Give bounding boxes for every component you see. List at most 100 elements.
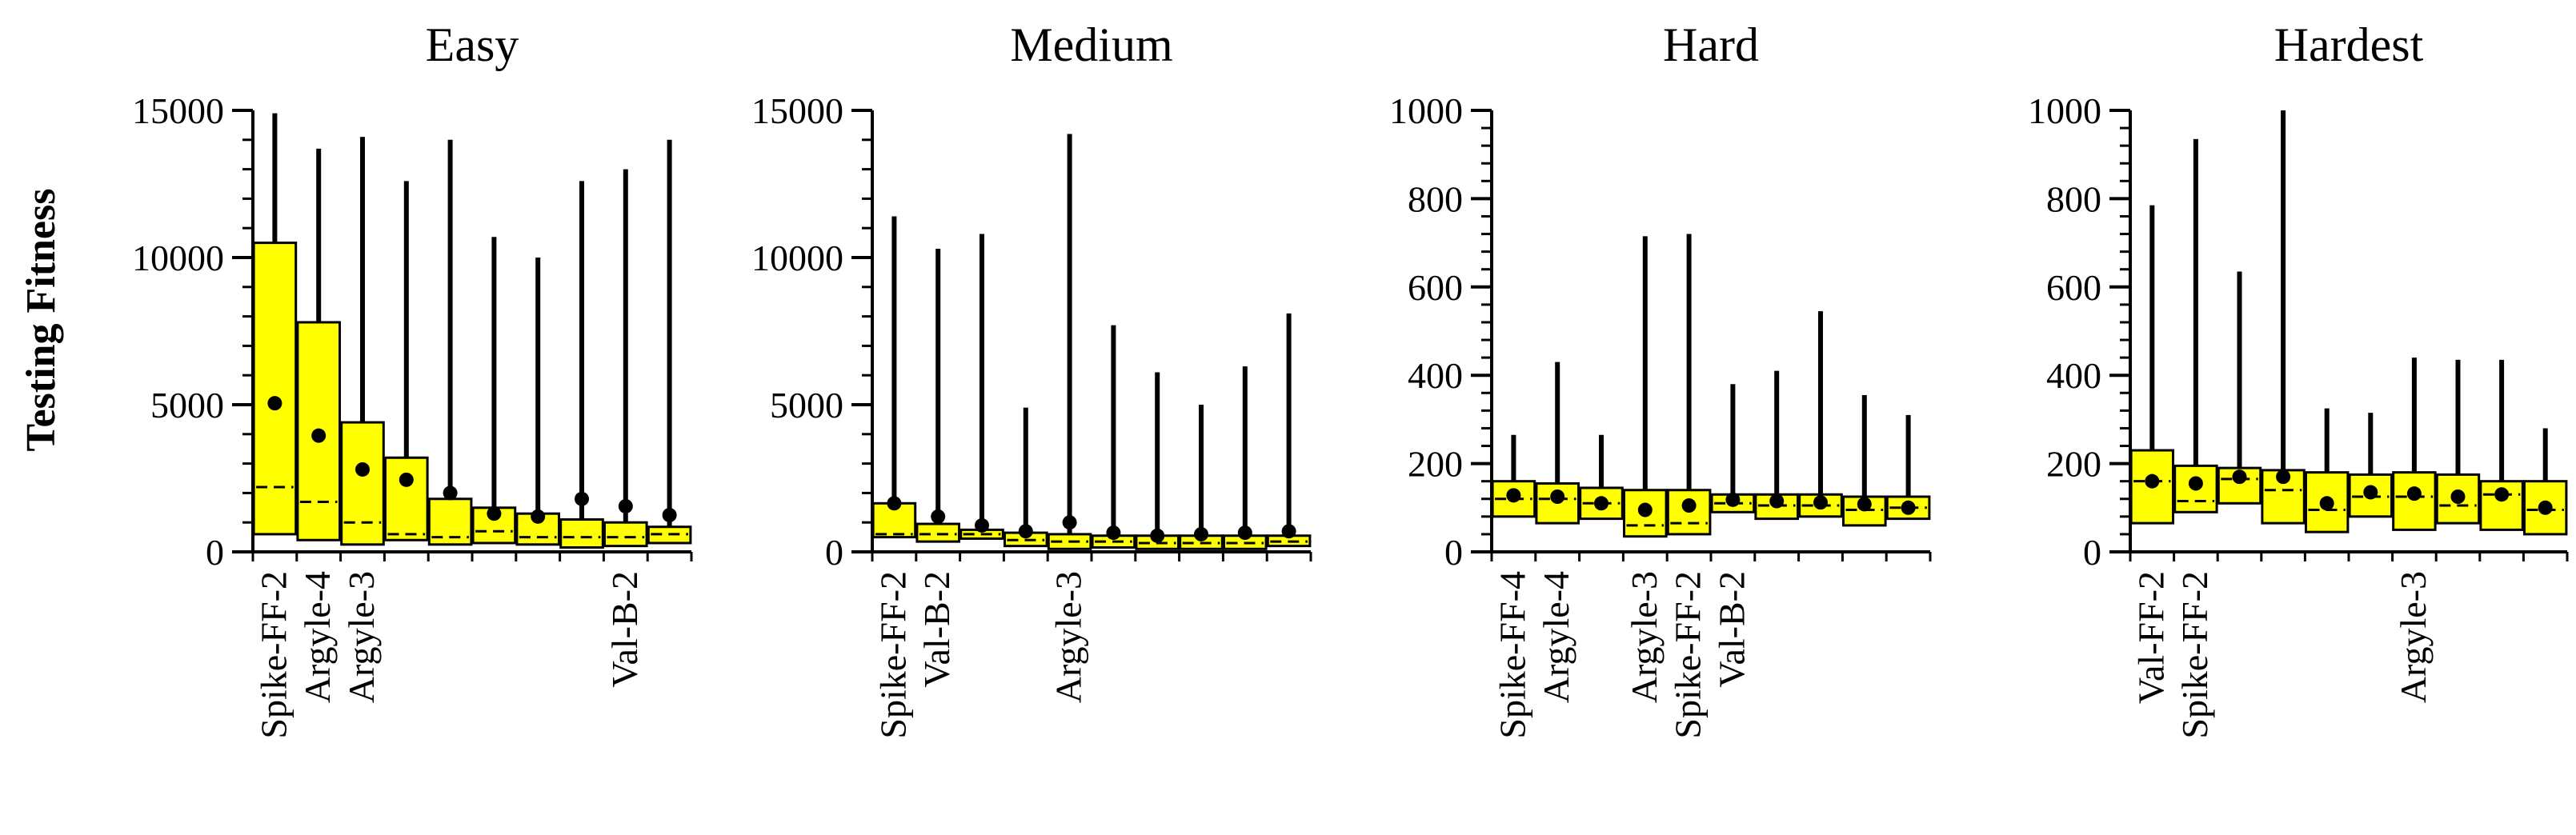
box-6 — [1091, 325, 1136, 549]
panel-medium: Medium 0 5000 10000 15000 Spike-FF-2 Val-B-2 Ar… — [751, 18, 1312, 739]
mean-point — [1857, 497, 1872, 512]
y-tick-label: 200 — [1408, 444, 1463, 485]
y-tick-label: 10000 — [751, 238, 843, 278]
mean-point — [618, 498, 633, 513]
mean-point — [1594, 496, 1608, 511]
box-3 — [959, 234, 1004, 540]
y-tick-label: 10000 — [132, 238, 224, 278]
mean-point — [2363, 485, 2378, 500]
box-5 — [1666, 234, 1712, 536]
y-tick-label: 15000 — [132, 90, 224, 131]
box-4 — [1003, 407, 1048, 548]
category-label: Argyle-3 — [341, 571, 382, 703]
mean-point — [575, 491, 589, 506]
mean-point — [2145, 473, 2160, 489]
y-tick-label: 1000 — [1389, 90, 1463, 131]
box-1 — [1491, 434, 1536, 518]
category-label: Val-B-2 — [916, 571, 957, 688]
box-5 — [427, 139, 473, 546]
box-6 — [1710, 384, 1756, 513]
box-10 — [2522, 428, 2568, 536]
y-tick-label: 1000 — [2028, 90, 2101, 131]
iqr-box — [2392, 471, 2437, 531]
box-5 — [2304, 408, 2350, 533]
mean-point — [2538, 500, 2553, 515]
y-tick-label: 0 — [206, 532, 224, 573]
mean-point — [1018, 524, 1033, 539]
panel-hardest: Hardest 0 200 400 600 800 1000 Val-FF-2 Spike-FF… — [2028, 18, 2569, 739]
box-4 — [2261, 110, 2306, 525]
mean-point — [2450, 489, 2466, 504]
box-10 — [647, 139, 692, 545]
category-label: Argyle-3 — [1624, 571, 1665, 703]
panel-hard: Hard 0 200 400 600 800 1000 Spike-FF-4 Argyle-4 A… — [1389, 18, 1932, 739]
mean-point — [662, 508, 677, 522]
mean-point — [1237, 525, 1252, 541]
y-tick-label: 600 — [2046, 267, 2101, 308]
mean-point — [975, 517, 989, 533]
mean-point — [2319, 496, 2334, 511]
mean-point — [311, 428, 327, 443]
mean-point — [2276, 469, 2291, 485]
box-7 — [1754, 370, 1800, 521]
box-3 — [340, 137, 385, 546]
mean-point — [355, 461, 370, 477]
y-tick-label: 400 — [1408, 355, 1463, 396]
y-tick-label: 5000 — [150, 385, 224, 425]
category-label: Argyle-3 — [1048, 571, 1089, 703]
panel-title: Hard — [1663, 18, 1759, 71]
panel-title: Hardest — [2274, 18, 2424, 71]
y-tick-label: 0 — [825, 532, 843, 573]
iqr-box — [383, 456, 429, 541]
mean-point — [1769, 493, 1785, 509]
mean-point — [1281, 524, 1296, 539]
box-8 — [559, 181, 604, 549]
mean-point — [443, 485, 458, 501]
box-7 — [1135, 372, 1180, 550]
box-9 — [1841, 395, 1887, 527]
iqr-box — [603, 521, 648, 548]
mean-point — [1725, 492, 1741, 507]
box-4 — [383, 181, 429, 541]
box-5 — [1047, 134, 1092, 550]
category-label: Spike-FF-2 — [2174, 571, 2215, 739]
mean-point — [1813, 495, 1828, 510]
mean-point — [1637, 502, 1653, 517]
mean-point — [887, 496, 902, 511]
mean-point — [399, 472, 414, 487]
box-8 — [2435, 359, 2481, 525]
box-8 — [1179, 405, 1224, 550]
box-7 — [2392, 358, 2437, 531]
mean-point — [531, 509, 546, 524]
box-10 — [1885, 414, 1931, 521]
box-3 — [1579, 434, 1624, 521]
category-label: Val-B-2 — [1711, 571, 1752, 688]
mean-point — [2188, 476, 2203, 491]
box-1 — [871, 216, 917, 539]
y-axis-label: Testing Fitness — [18, 189, 64, 452]
box-4 — [1622, 236, 1668, 538]
iqr-box — [340, 421, 385, 546]
mean-point — [2494, 487, 2510, 502]
category-label: Argyle-4 — [297, 571, 338, 703]
mean-point — [931, 509, 946, 524]
y-tick-label: 5000 — [770, 385, 843, 425]
category-label: Spike-FF-4 — [1492, 571, 1532, 739]
mean-point — [1901, 500, 1916, 515]
mean-point — [2406, 486, 2422, 501]
mean-point — [487, 506, 502, 521]
box-9 — [603, 169, 648, 548]
mean-point — [1062, 515, 1077, 530]
mean-point — [2232, 469, 2247, 485]
category-label: Val-B-2 — [604, 571, 645, 688]
y-tick-label: 200 — [2046, 444, 2101, 485]
box-9 — [2479, 359, 2524, 531]
y-tick-label: 0 — [2083, 532, 2101, 573]
y-tick-label: 0 — [1444, 532, 1463, 573]
iqr-box — [1885, 495, 1931, 521]
category-label: Spike-FF-2 — [253, 571, 294, 739]
iqr-box — [559, 518, 604, 549]
mean-point — [1550, 489, 1565, 504]
mean-point — [1150, 528, 1165, 543]
y-tick-label: 600 — [1408, 267, 1463, 308]
